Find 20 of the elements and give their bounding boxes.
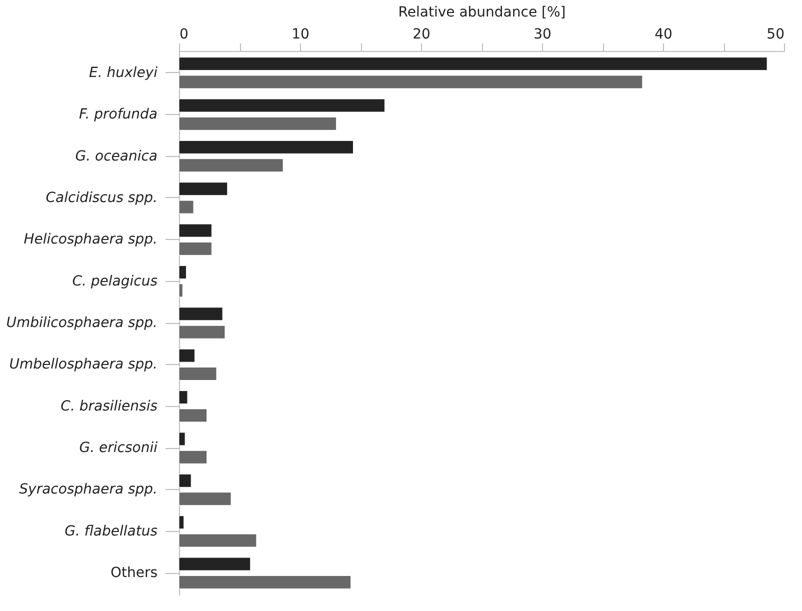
- y-tick-label: C. pelagicus: [72, 273, 158, 290]
- y-tick-label: E. huxleyi: [89, 64, 158, 81]
- y-tick-label: C. brasiliensis: [60, 398, 158, 414]
- x-tick-label: 40: [654, 26, 672, 42]
- y-tick-label: G. flabellatus: [64, 523, 158, 540]
- y-tick-label: Others: [110, 565, 158, 582]
- x-tick-label: 10: [292, 26, 310, 42]
- x-tick-label: 0: [180, 26, 188, 42]
- y-tick-label: G. oceanica: [75, 148, 158, 164]
- y-tick-label: G. ericsonii: [79, 440, 158, 456]
- x-tick-label: 20: [412, 26, 430, 42]
- y-tick-label: Helicosphaera spp.: [24, 232, 158, 248]
- y-tick-label: Umbilicosphaera spp.: [6, 315, 158, 331]
- x-tick-label: 30: [534, 26, 552, 42]
- y-tick-label: Umbellosphaera spp.: [9, 356, 158, 373]
- y-tick-label: F. profunda: [79, 106, 158, 123]
- x-axis-title: Relative abundance [%]: [398, 4, 566, 20]
- y-tick-label: Syracosphaera spp.: [19, 482, 158, 498]
- y-tick-label: Calcidiscus spp.: [46, 190, 158, 206]
- x-tick-label: 50: [766, 26, 784, 42]
